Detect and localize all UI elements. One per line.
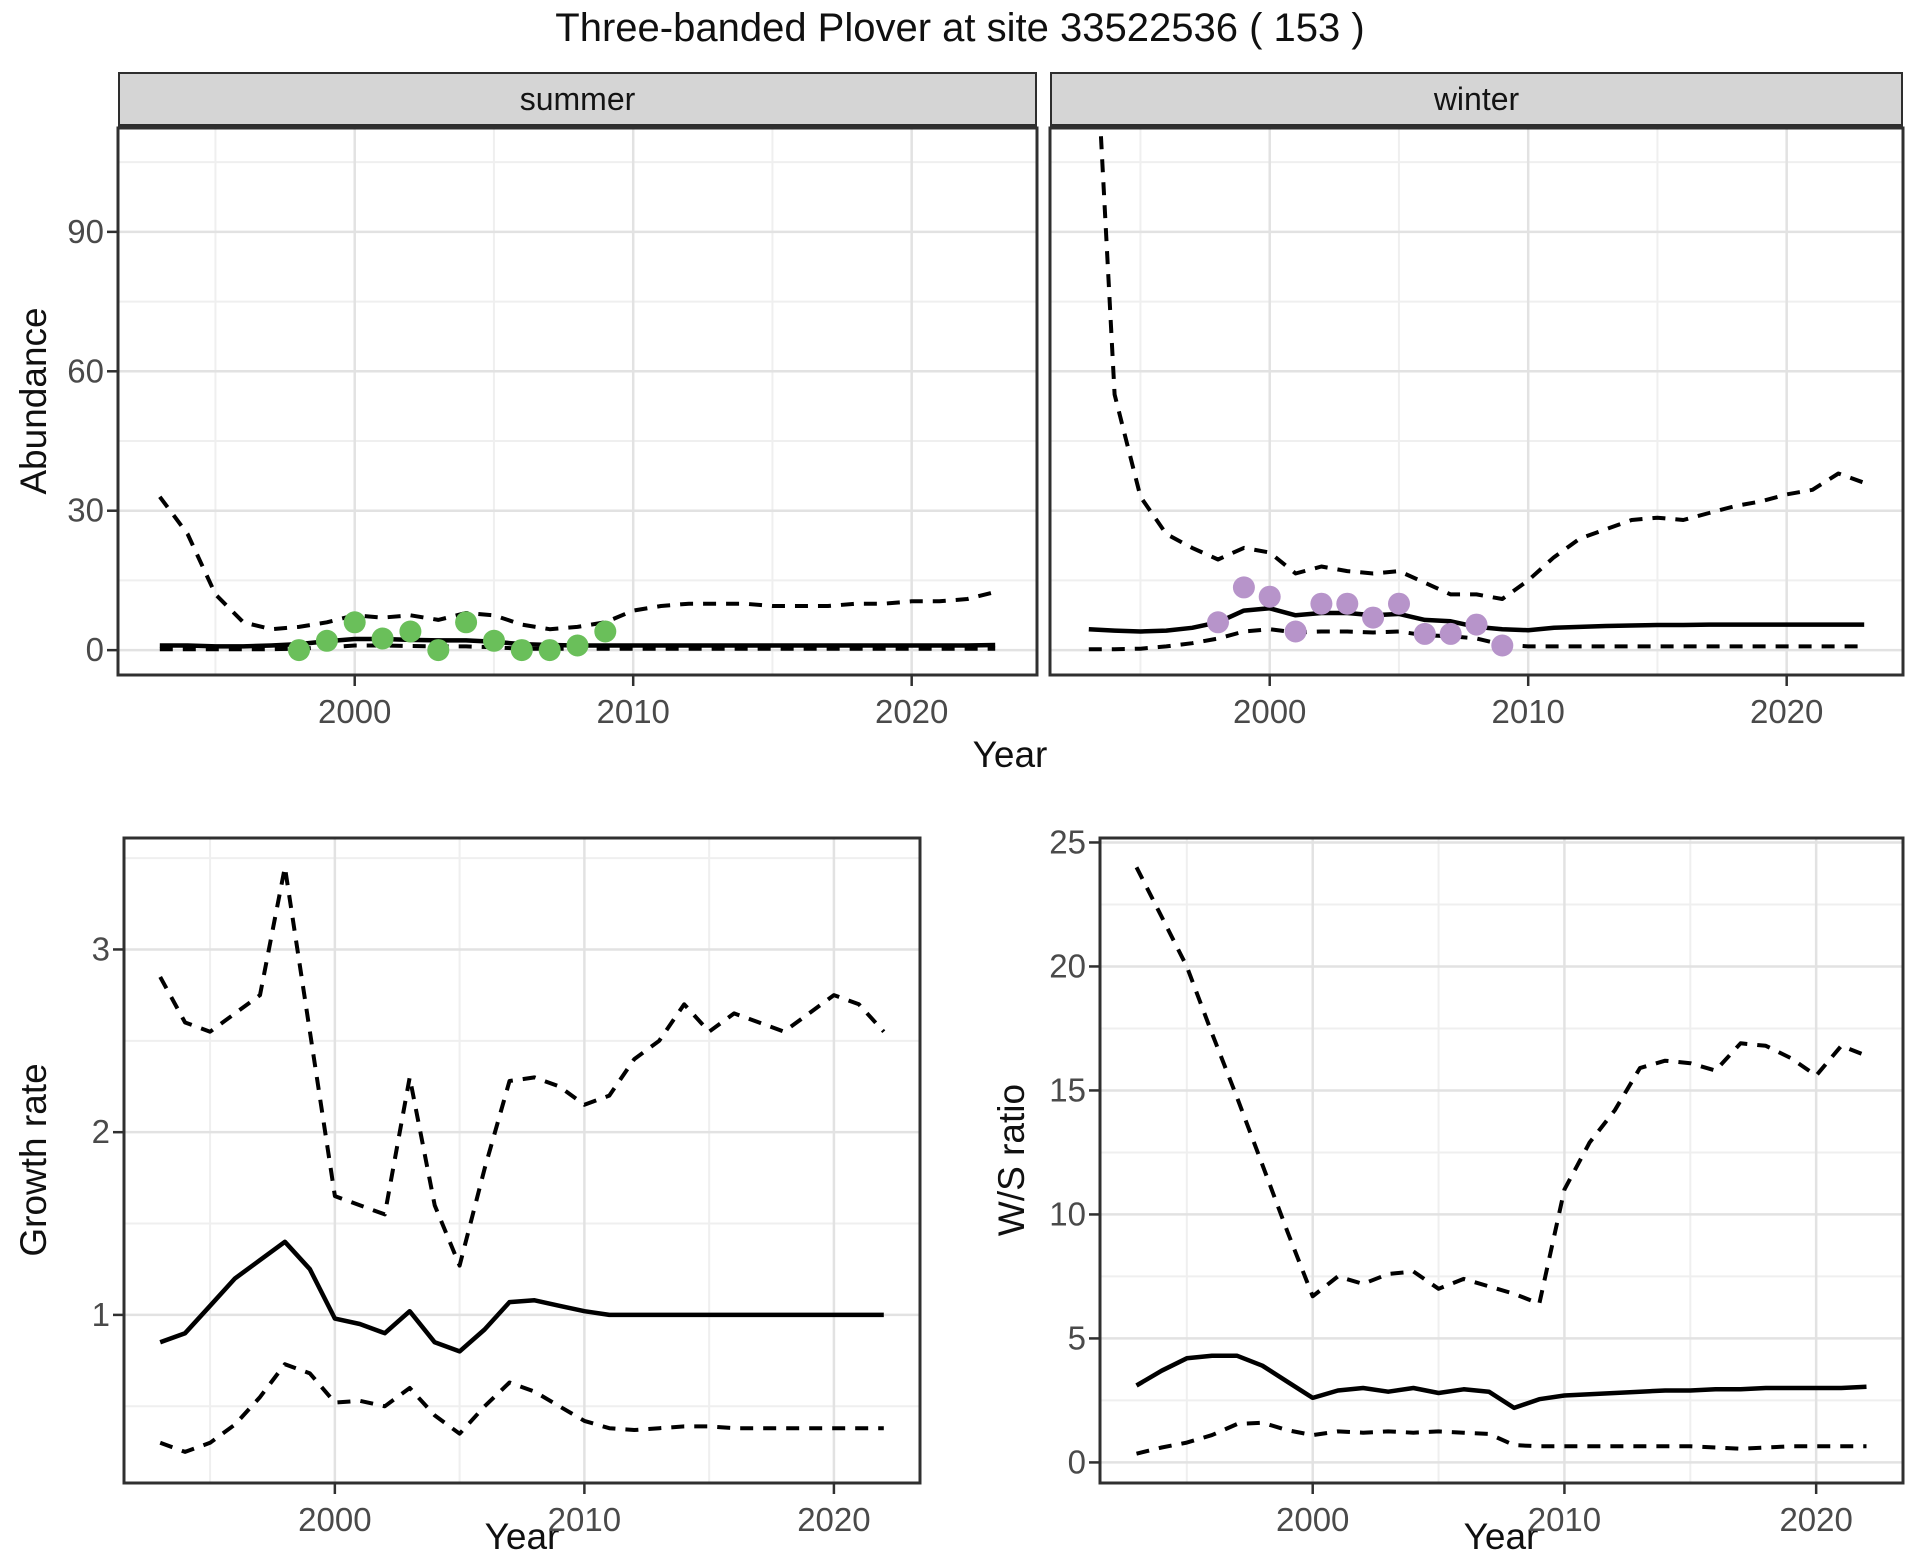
y-tick-label: 20 — [1049, 947, 1086, 984]
panel-background — [118, 128, 1037, 675]
data-point — [399, 620, 422, 643]
facet-strip-summer-label: summer — [519, 80, 636, 117]
x-tick-label: 2010 — [548, 1501, 621, 1538]
data-point — [1336, 592, 1359, 615]
data-point — [1388, 592, 1410, 615]
data-point — [1413, 622, 1436, 645]
x-axis-title-ws-ratio: Year — [1463, 1516, 1539, 1557]
x-tick-label: 2020 — [1750, 693, 1823, 730]
gridlines-major — [124, 838, 920, 1483]
x-axis-ticks: 2000 2010 2020 — [1233, 675, 1823, 730]
series-line-lower_ci — [159, 1362, 884, 1454]
data-points-winter — [1207, 576, 1514, 657]
data-point — [1465, 613, 1488, 636]
x-axis-ticks: 2000 2010 2020 — [298, 1483, 871, 1538]
panel-background — [124, 838, 920, 1483]
y-tick-label: 0 — [86, 631, 104, 668]
x-tick-label: 2000 — [318, 693, 391, 730]
x-axis-title-growth-rate: Year — [484, 1516, 560, 1557]
y-tick-label: 60 — [67, 352, 104, 389]
facet-strip-summer: summer — [118, 72, 1037, 128]
panel-winter: 2000 2010 2020 — [1048, 126, 1905, 730]
plot-title: Three-banded Plover at site 33522536 ( 1… — [555, 6, 1365, 50]
data-point — [455, 611, 478, 634]
data-point — [1258, 585, 1281, 608]
panel-growth-rate: 2000 2010 2020 1 2 3 — [92, 836, 922, 1538]
data-point — [1491, 634, 1514, 657]
gridlines-major — [1100, 838, 1903, 1483]
series-line-lower_ci — [1136, 1420, 1867, 1456]
gridlines-minor — [1050, 128, 1903, 675]
series-line-upper_ci — [1134, 866, 1868, 1306]
data-point — [566, 634, 589, 657]
y-tick-label: 5 — [1068, 1319, 1086, 1356]
facet-strip-winter-label: winter — [1433, 80, 1520, 117]
y-axis-ticks: 0 30 60 90 — [67, 213, 118, 668]
data-point — [1232, 576, 1255, 599]
series-line-median — [1135, 1353, 1867, 1411]
x-tick-label: 2010 — [1528, 1501, 1601, 1538]
series-line-median — [159, 1239, 884, 1354]
x-axis-ticks: 2000 2010 2020 — [318, 675, 948, 730]
panel-summer: 2000 2010 2020 0 30 60 90 — [67, 126, 1039, 730]
data-point — [1284, 620, 1307, 643]
x-tick-label: 2020 — [797, 1501, 870, 1538]
y-tick-label: 10 — [1049, 1195, 1086, 1232]
x-tick-label: 2000 — [298, 1501, 371, 1538]
panel-border — [122, 836, 922, 1485]
gridlines-minor — [118, 128, 1037, 675]
gridlines-minor — [124, 838, 920, 1483]
data-point — [1439, 622, 1462, 645]
series-line-upper_ci — [158, 495, 996, 632]
x-tick-label: 2000 — [1276, 1501, 1349, 1538]
data-point — [315, 629, 338, 652]
x-tick-label: 2000 — [1233, 693, 1306, 730]
panel-background — [1100, 838, 1903, 1483]
y-axis-ticks: 0 5 10 15 20 25 — [1049, 823, 1100, 1480]
data-point — [483, 629, 505, 652]
y-tick-label: 0 — [1068, 1443, 1086, 1480]
x-tick-label: 2010 — [596, 693, 669, 730]
panel-border — [1098, 836, 1905, 1485]
x-tick-label: 2020 — [875, 693, 948, 730]
facet-strip-winter: winter — [1050, 72, 1903, 128]
gridlines-major — [1050, 128, 1903, 675]
data-point — [1362, 606, 1385, 629]
data-point — [1207, 611, 1229, 634]
data-point — [510, 639, 533, 662]
panel-ws-ratio: 2000 2010 2020 0 5 10 15 20 25 — [1049, 823, 1905, 1538]
data-points-summer — [288, 611, 617, 662]
y-tick-label: 90 — [67, 213, 104, 250]
x-axis-ticks: 2000 2010 2020 — [1276, 1483, 1853, 1538]
y-tick-label: 1 — [92, 1296, 110, 1333]
panel-background — [1050, 128, 1903, 675]
data-point — [1310, 592, 1333, 615]
data-point — [594, 620, 617, 643]
panel-border — [116, 126, 1039, 677]
panel-border — [1048, 126, 1905, 677]
y-axis-ticks: 1 2 3 — [92, 930, 124, 1333]
series-group — [158, 865, 886, 1454]
data-point — [427, 639, 450, 662]
data-point — [538, 639, 561, 662]
y-tick-label: 30 — [67, 492, 104, 529]
x-tick-label: 2010 — [1491, 693, 1564, 730]
series-line-upper_ci — [1098, 128, 1865, 601]
y-tick-label: 15 — [1049, 1071, 1086, 1108]
gridlines-minor — [1100, 838, 1903, 1483]
x-tick-label: 2020 — [1779, 1501, 1852, 1538]
data-point — [343, 611, 366, 634]
series-group — [1134, 866, 1868, 1456]
data-point — [288, 639, 310, 662]
data-point — [371, 627, 394, 650]
y-tick-label: 25 — [1049, 823, 1086, 860]
y-tick-label: 2 — [92, 1113, 110, 1150]
x-axis-title-top: Year — [972, 734, 1048, 775]
y-tick-label: 3 — [92, 930, 110, 967]
series-line-lower_ci — [1088, 627, 1865, 652]
